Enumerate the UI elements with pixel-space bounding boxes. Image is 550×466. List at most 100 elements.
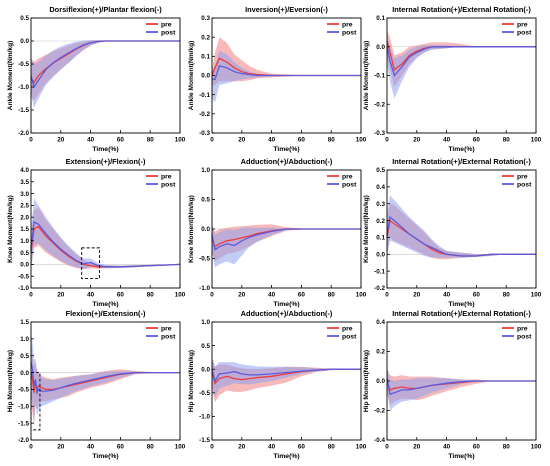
legend-label-pre: pre	[342, 173, 353, 180]
x-axis-label: Time(%)	[92, 301, 118, 308]
chart-title: Internal Rotation(+)/External Rotation(-…	[392, 157, 531, 166]
x-tick-label: 80	[147, 444, 155, 451]
x-tick-label: 0	[385, 444, 389, 451]
y-tick-label: 0.5	[201, 343, 210, 350]
series-line-post	[211, 368, 361, 383]
y-tick-label: 0.5	[20, 15, 29, 22]
x-tick-label: 100	[356, 137, 367, 144]
y-axis-label: Ankle Moment(Nm/kg)	[7, 41, 14, 111]
y-tick-label: 0.0	[20, 262, 29, 269]
legend-label-pre: pre	[342, 21, 353, 28]
legend-label-post: post	[161, 181, 176, 188]
y-tick-label: 0.1	[376, 235, 385, 242]
x-tick-label: 0	[29, 444, 33, 451]
series-line-post	[30, 220, 181, 268]
sd-band-post	[387, 195, 536, 258]
x-tick-label: 40	[268, 444, 276, 451]
x-tick-label: 60	[298, 444, 306, 451]
x-tick-label: 80	[328, 444, 336, 451]
x-tick-label: 80	[147, 137, 155, 144]
y-tick-label: -2.0	[18, 130, 29, 137]
legend-label-post: post	[161, 29, 176, 36]
x-tick-label: 80	[328, 137, 336, 144]
y-tick-label: -0.5	[199, 256, 210, 263]
y-axis-label: Hip Moment(Nm/kg)	[7, 350, 14, 412]
x-tick-label: 20	[238, 292, 246, 299]
y-tick-label: 0.0	[376, 44, 385, 51]
y-axis-label: Hip Moment(Nm/kg)	[188, 350, 195, 412]
x-tick-label: 80	[328, 292, 336, 299]
y-tick-label: 0.1	[201, 54, 210, 61]
series-line-post	[386, 377, 536, 396]
x-tick-label: 40	[87, 137, 95, 144]
chart-title: Dorsiflexion(+)/Plantar flexion(-)	[49, 5, 162, 14]
sd-band-post	[31, 40, 180, 108]
y-tick-label: -0.1	[199, 92, 210, 99]
y-tick-label: 4.0	[20, 167, 29, 174]
x-tick-label: 20	[413, 292, 421, 299]
y-tick-label: 1.5	[20, 226, 29, 233]
highlight-box	[81, 247, 100, 280]
y-tick-label: 3.5	[20, 179, 29, 186]
x-tick-label: 80	[147, 292, 155, 299]
x-tick-label: 100	[531, 137, 542, 144]
chart-title: Extension(+)/Flexion(-)	[66, 157, 146, 166]
y-tick-label: 2.0	[20, 214, 29, 221]
y-axis-label: Knee Moment(Nm/kg)	[363, 195, 370, 263]
y-tick-label: 1.0	[201, 319, 210, 326]
y-tick-label: -1.5	[18, 420, 29, 427]
x-tick-label: 20	[238, 137, 246, 144]
y-tick-label: 0.2	[376, 218, 385, 225]
series-line-post	[30, 40, 180, 89]
y-tick-label: 0.0	[201, 366, 210, 373]
y-tick-label: -0.2	[374, 408, 385, 415]
y-tick-label: -0.2	[374, 101, 385, 108]
sd-band-pre	[31, 342, 180, 427]
x-tick-label: 0	[385, 137, 389, 144]
chart-title: Flexion(+)/Extension(-)	[66, 309, 146, 318]
y-tick-label: 0.5	[20, 250, 29, 257]
legend-label-post: post	[342, 29, 357, 36]
panel-knee-sag: Extension(+)/Flexion(-) 0 20 40 60 80 100 Time(…	[7, 157, 186, 308]
sd-band-post	[387, 35, 536, 99]
x-tick-label: 100	[175, 444, 186, 451]
y-tick-label: -2.0	[18, 437, 29, 444]
y-tick-label: -0.5	[199, 390, 210, 397]
x-tick-label: 60	[473, 444, 481, 451]
series-line-post	[211, 228, 361, 251]
legend-label-post: post	[517, 181, 532, 188]
x-tick-label: 80	[503, 292, 511, 299]
y-tick-label: -0.2	[199, 111, 210, 118]
y-tick-label: 0.5	[20, 353, 29, 360]
series-line-post	[212, 65, 361, 80]
y-tick-label: 0.2	[201, 34, 210, 41]
chart-title: Adduction(+)/Abduction(-)	[241, 309, 333, 318]
legend-label-pre: pre	[342, 325, 353, 332]
legend-label-pre: pre	[161, 325, 172, 332]
x-tick-label: 60	[117, 292, 125, 299]
y-axis-label: Hip Moment(Nm/kg)	[363, 350, 370, 412]
y-tick-label: 0.0	[20, 370, 29, 377]
legend-label-pre: pre	[517, 325, 528, 332]
y-tick-label: 0.4	[376, 319, 385, 326]
y-tick-label: -0.1	[374, 73, 385, 80]
x-tick-label: 60	[473, 292, 481, 299]
y-tick-label: 0.4	[376, 184, 385, 191]
x-tick-label: 40	[443, 137, 451, 144]
y-tick-label: 0.1	[376, 15, 385, 22]
x-axis-label: Time(%)	[448, 301, 474, 308]
y-tick-label: -1.0	[18, 285, 29, 292]
y-tick-label: 0.5	[376, 167, 385, 174]
x-tick-label: 20	[57, 292, 65, 299]
legend-label-pre: pre	[161, 173, 172, 180]
x-tick-label: 40	[87, 444, 95, 451]
panel-ankle-sag: Dorsiflexion(+)/Plantar flexion(-) 0 20 40 6…	[7, 5, 186, 153]
y-tick-label: 0.0	[201, 73, 210, 80]
x-tick-label: 0	[210, 137, 214, 144]
y-tick-label: 3.0	[20, 191, 29, 198]
y-tick-label: 0.2	[376, 349, 385, 356]
